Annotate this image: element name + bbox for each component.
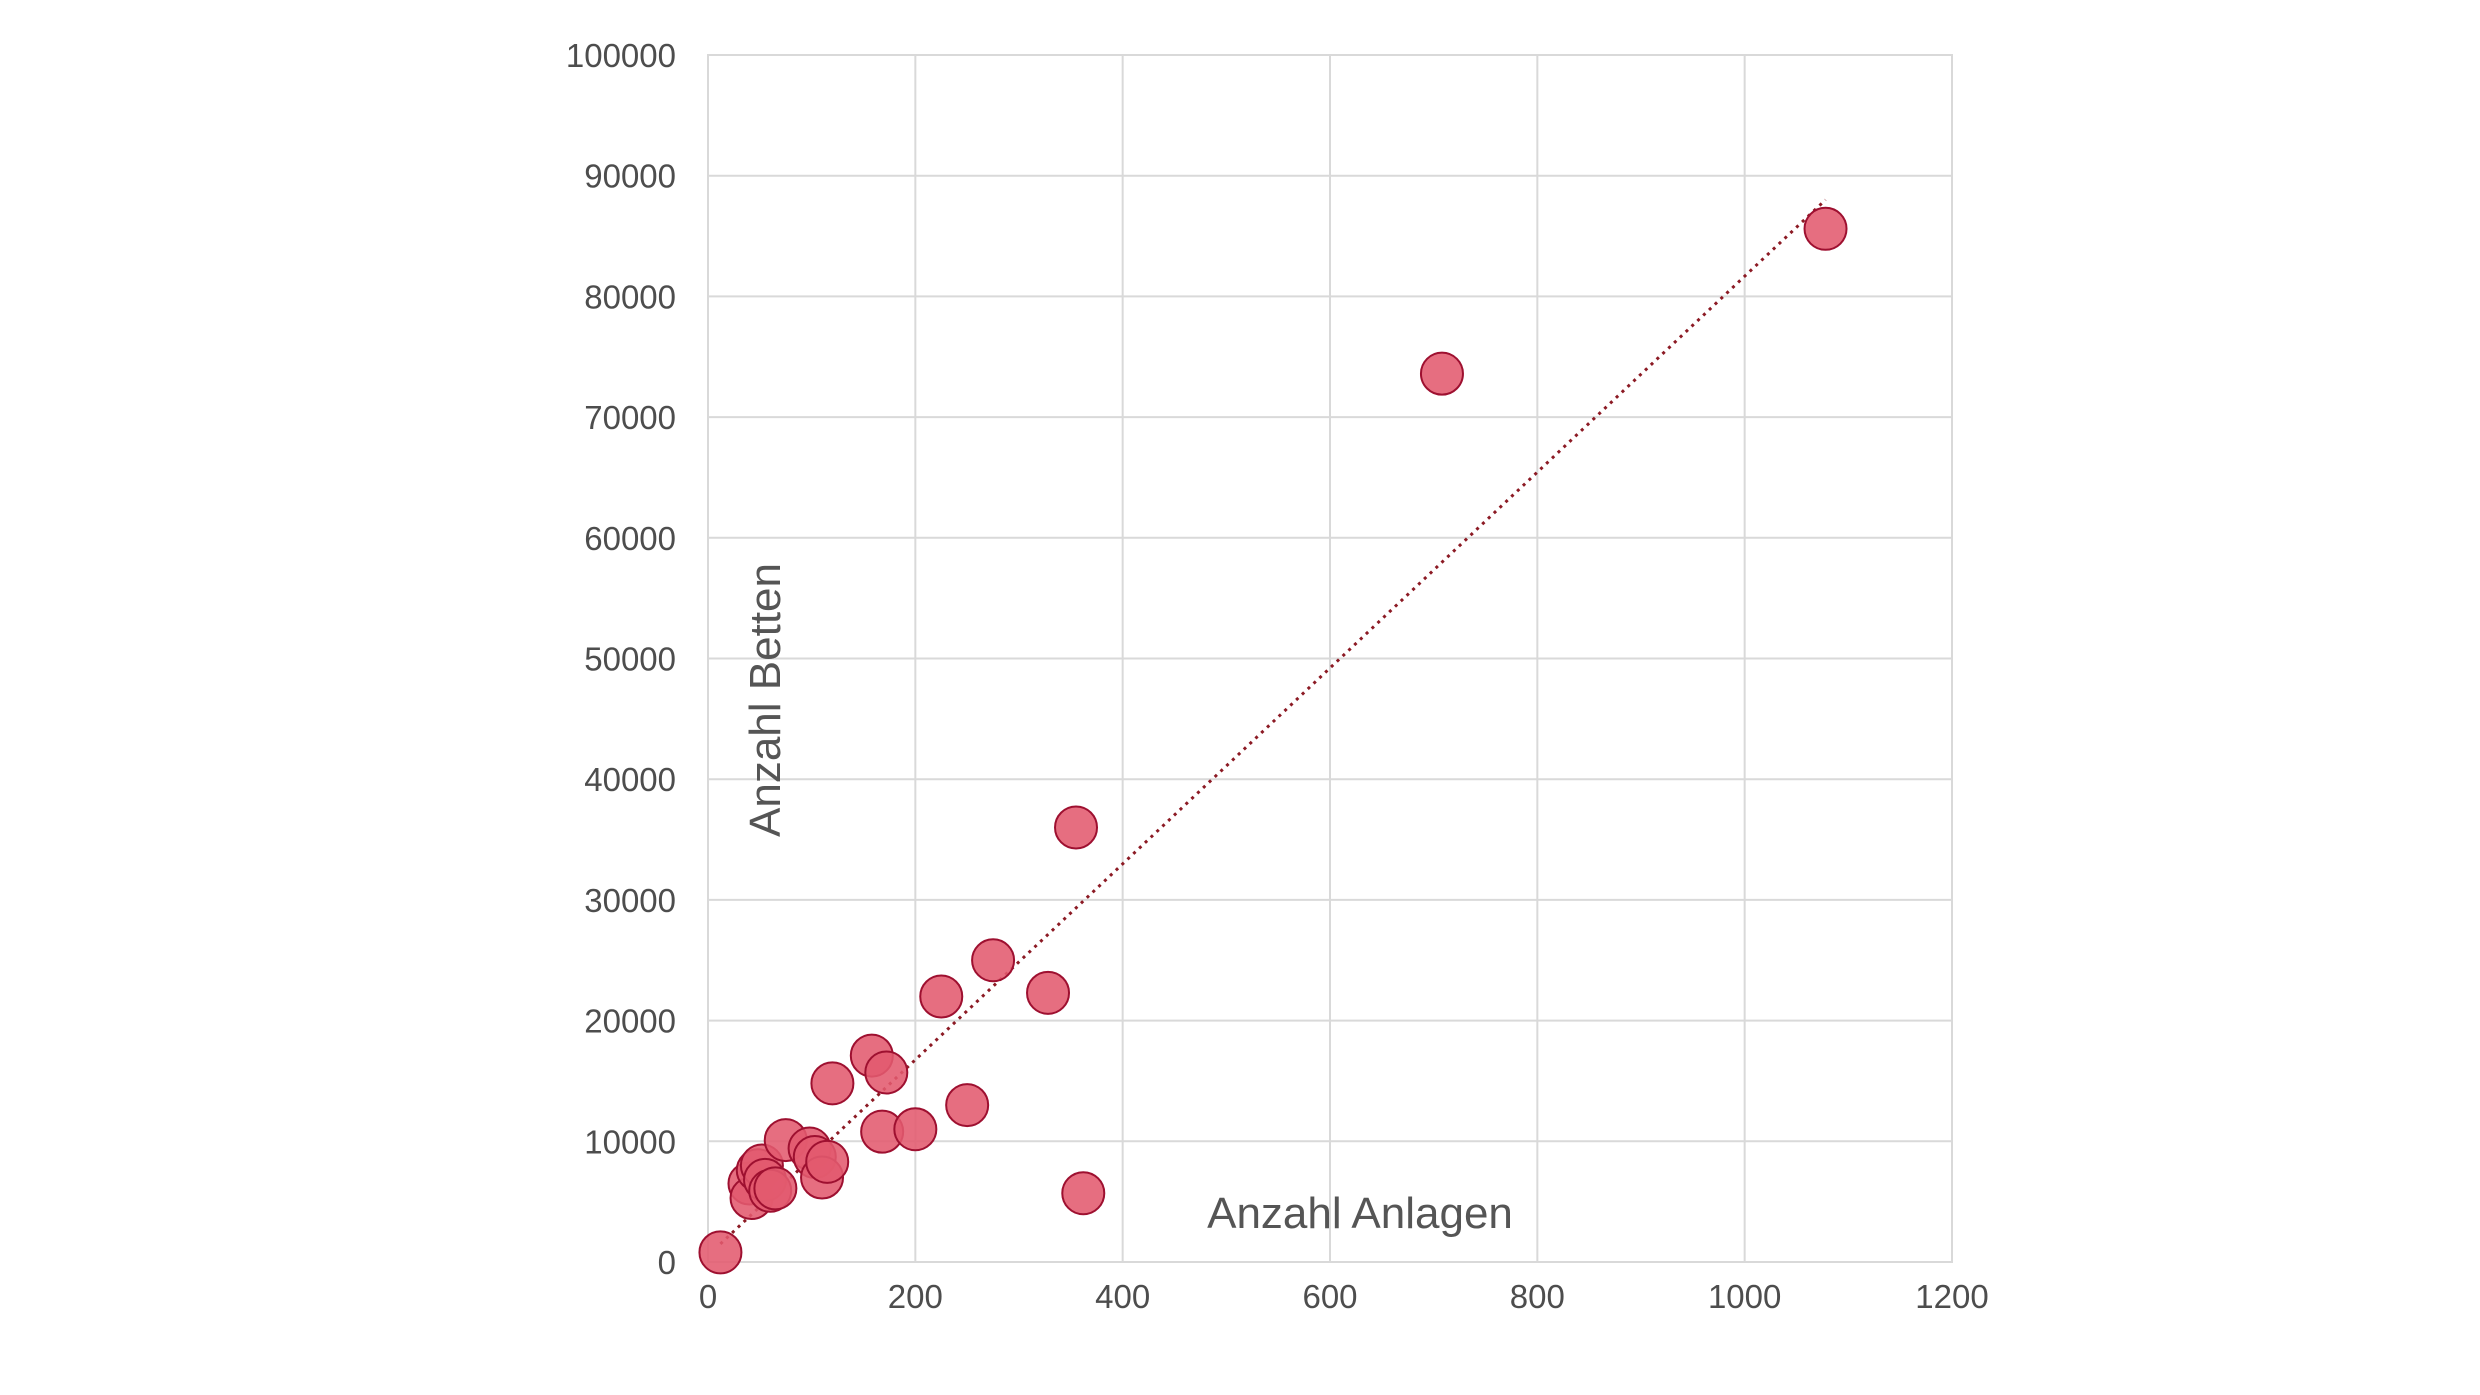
- data-point-16: [864, 1050, 909, 1095]
- data-point-21: [1026, 970, 1071, 1015]
- y-tick-label-5: 50000: [584, 641, 676, 678]
- y-tick-label-2: 20000: [584, 1003, 676, 1040]
- data-point-12: [805, 1139, 850, 1184]
- y-tick-label-10: 100000: [566, 37, 676, 74]
- data-point-17: [893, 1107, 938, 1152]
- trendline-group: [719, 198, 1827, 1245]
- data-point-23: [1061, 1171, 1106, 1216]
- x-tick-label-3: 600: [1302, 1278, 1357, 1315]
- y-tick-label-3: 30000: [584, 882, 676, 919]
- data-point-20: [971, 938, 1016, 983]
- data-point-22: [1054, 805, 1099, 850]
- x-tick-label-6: 1200: [1915, 1278, 1988, 1315]
- x-tick-label-4: 800: [1510, 1278, 1565, 1315]
- x-axis-title: Anzahl Anlagen: [1207, 1189, 1513, 1238]
- y-tick-label-4: 40000: [584, 761, 676, 798]
- y-tick-label-8: 80000: [584, 278, 676, 315]
- trendline: [719, 198, 1827, 1245]
- y-axis-title: Anzahl Betten: [741, 563, 790, 837]
- data-point-18: [919, 974, 964, 1019]
- data-points: [698, 206, 1848, 1275]
- plot-area-frame: [707, 54, 1953, 1263]
- data-point-19: [945, 1083, 990, 1128]
- y-tick-label-7: 70000: [584, 399, 676, 436]
- y-tick-label-6: 60000: [584, 520, 676, 557]
- x-tick-label-5: 1000: [1708, 1278, 1781, 1315]
- y-axis-tick-labels: 0 10000 20000 30000 40000 50000 60000 70000 8000…: [566, 37, 676, 1281]
- y-tick-label-9: 90000: [584, 158, 676, 195]
- data-point-13: [810, 1061, 855, 1106]
- y-tick-label-1: 10000: [584, 1123, 676, 1160]
- data-point-25: [1803, 206, 1848, 251]
- data-point-7: [753, 1166, 798, 1211]
- x-tick-label-1: 200: [888, 1278, 943, 1315]
- x-tick-label-2: 400: [1095, 1278, 1150, 1315]
- y-tick-label-0: 0: [658, 1244, 676, 1281]
- data-point-24: [1419, 351, 1464, 396]
- x-axis-tick-labels: 0 200 400 600 800 1000 1200: [699, 1278, 1989, 1315]
- data-point-0: [698, 1230, 743, 1275]
- x-tick-label-0: 0: [699, 1278, 717, 1315]
